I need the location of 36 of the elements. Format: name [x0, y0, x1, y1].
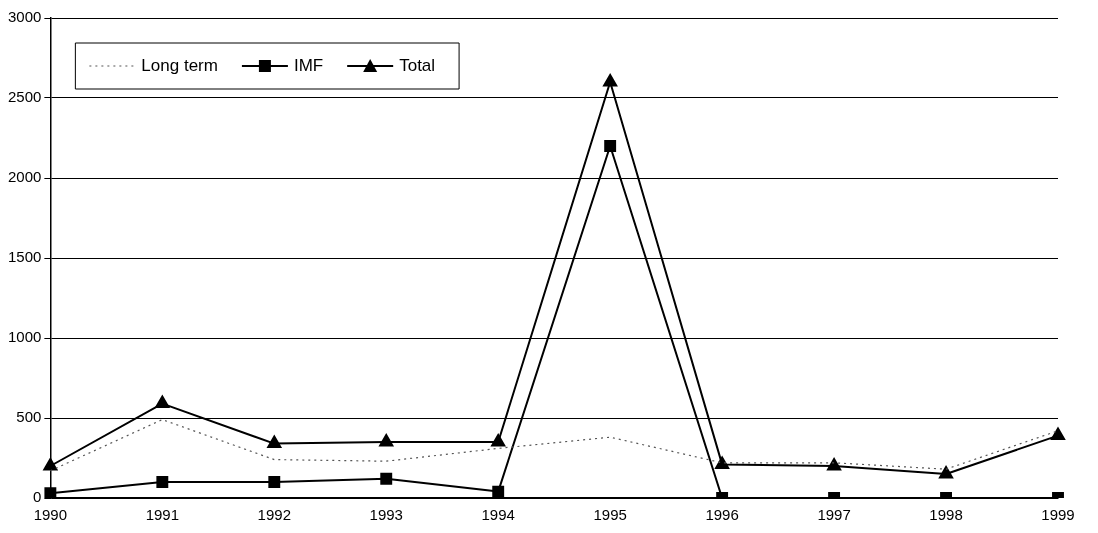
x-tick-label: 1996: [705, 506, 739, 524]
point: [604, 140, 617, 152]
point: [43, 458, 58, 471]
legend-label: Long term: [141, 55, 218, 75]
legend-label: Total: [399, 55, 436, 75]
point: [827, 458, 842, 471]
x-tick-label: 1997: [817, 506, 851, 524]
x-tick-label: 1991: [145, 506, 180, 524]
x-tick-label: 1998: [929, 506, 963, 524]
y-tick-label: 1500: [7, 248, 42, 266]
point: [380, 472, 393, 485]
x-tick-label: 1995: [593, 506, 627, 524]
point: [491, 434, 506, 447]
x-tick-label: 1992: [257, 506, 291, 524]
y-tick-label: 3000: [7, 8, 42, 26]
x-tick-label: 1993: [369, 506, 403, 524]
x-tick-label: 1999: [1041, 506, 1075, 524]
point: [268, 476, 281, 488]
x-tick-label: 1994: [481, 506, 515, 524]
x-tick-label: 1990: [33, 506, 68, 524]
y-tick-label: 1000: [7, 328, 42, 346]
point: [603, 74, 618, 87]
y-tick-label: 500: [16, 408, 42, 426]
point: [44, 487, 57, 498]
point: [155, 395, 170, 409]
y-tick-label: 2500: [7, 88, 42, 106]
y-tick-label: 0: [33, 488, 42, 506]
point: [492, 485, 505, 498]
point: [156, 476, 169, 488]
point: [1050, 427, 1066, 441]
legend-label: IMF: [293, 55, 324, 75]
point: [715, 456, 730, 469]
y-tick-label: 2000: [7, 168, 42, 186]
point: [938, 466, 954, 479]
point: [379, 434, 394, 447]
point: [267, 435, 282, 449]
